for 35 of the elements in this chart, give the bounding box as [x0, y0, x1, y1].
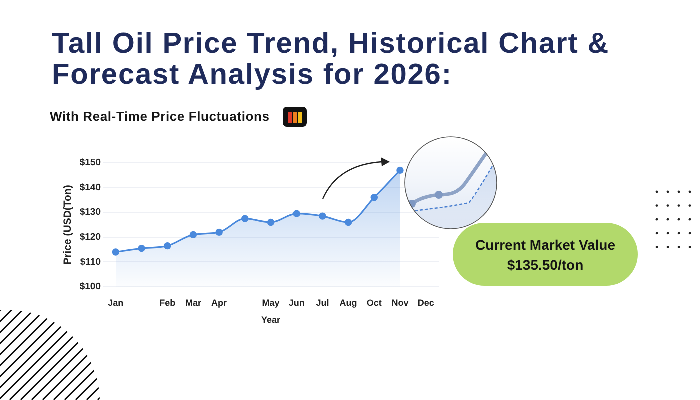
x-tick-label: Mar	[185, 298, 202, 308]
x-tick-label: Nov	[392, 298, 409, 308]
y-axis-title: Price (USD(Ton)	[62, 185, 74, 265]
y-tick-label: $100	[80, 282, 101, 293]
x-tick-label: Oct	[366, 298, 382, 308]
x-tick-label: May	[262, 298, 280, 308]
x-axis-title: Year	[261, 315, 281, 326]
y-tick-label: $140	[80, 182, 101, 194]
point	[319, 212, 326, 220]
point	[370, 194, 378, 202]
chart-subtitle: With Real-Time Price Fluctuations	[50, 109, 270, 125]
point	[190, 231, 198, 239]
x-tick-label: Feb	[160, 298, 176, 308]
y-tick-label: $130	[80, 207, 101, 218]
y-tick-label: $150	[80, 158, 101, 169]
y-tick-label: $120	[80, 232, 101, 244]
point	[396, 166, 404, 174]
point	[164, 242, 172, 250]
x-tick-label: Aug	[340, 298, 358, 308]
point	[138, 244, 146, 252]
point	[216, 228, 223, 236]
point	[112, 248, 120, 256]
x-tick-label: Jul	[316, 298, 330, 308]
text: Current Market Value	[475, 236, 616, 254]
point	[267, 218, 275, 226]
x-tick-label: Apr	[212, 298, 228, 308]
text: $135.50/ton	[507, 256, 584, 274]
chart-title: Tall Oil Price Trend, Historical Chart & Forecast Analysis for 2026:	[52, 28, 611, 91]
point	[242, 215, 249, 222]
x-tick-label: Dec	[418, 298, 434, 308]
x-tick-label: Jan	[108, 298, 124, 308]
y-tick-label: $110	[80, 256, 101, 268]
point	[293, 210, 300, 218]
x-tick-label: Jun	[288, 298, 305, 308]
point	[344, 218, 352, 226]
